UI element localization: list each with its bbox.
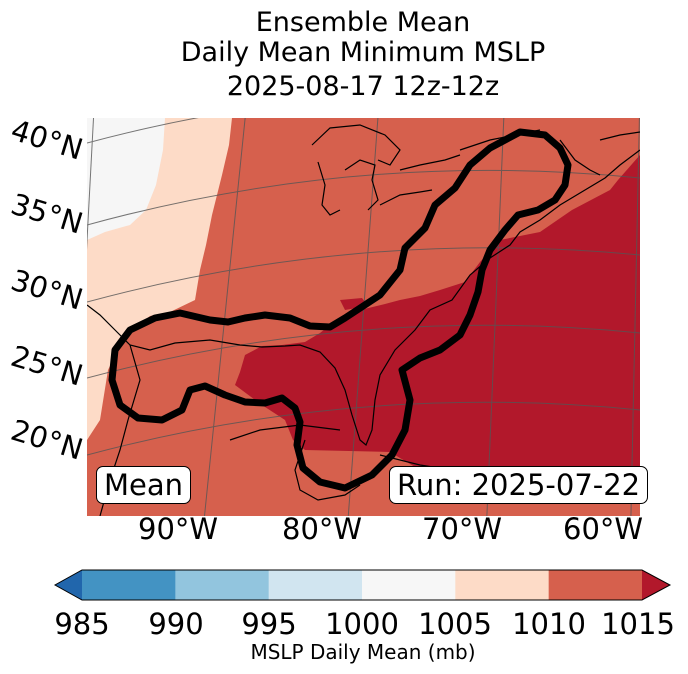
colorbar-tick-1005: 1005 [418, 607, 492, 641]
probability-contour [108, 128, 572, 492]
colorbar-bin-995-1000 [268, 570, 363, 600]
title-line-1: Ensemble Mean [255, 7, 471, 38]
colorbar-bin-1005-1010 [455, 570, 550, 600]
colorbar-tick-995: 995 [241, 607, 297, 641]
colorbar-tick-990: 990 [148, 607, 204, 641]
colorbar-tick-985: 985 [54, 607, 110, 641]
run-date-box: Run: 2025-07-22 [389, 466, 649, 504]
colorbar-tick-1010: 1010 [512, 607, 586, 641]
mean-label-box: Mean [96, 466, 192, 504]
title-line-3: 2025-08-17 12z-12z [226, 71, 500, 102]
colorbar-outline [53, 569, 672, 601]
lon-label-80w: 80°W [282, 512, 363, 546]
field-lt1000 [87, 118, 165, 240]
colorbar-bin-above-1015 [642, 570, 670, 600]
map-area [87, 118, 640, 516]
colorbar-bin-990-995 [175, 570, 270, 600]
lon-label-90w: 90°W [138, 512, 219, 546]
colorbar-bin-1000-1005 [362, 570, 456, 600]
colorbar-bin-1010-1015 [548, 570, 643, 600]
colorbar-bin-985-990 [82, 570, 176, 600]
colorbar-label: MSLP Daily Mean (mb) [250, 640, 476, 664]
lon-label-60w: 60°W [563, 512, 644, 546]
field-1015 [235, 155, 640, 500]
colorbar-tick-1015: 1015 [601, 607, 675, 641]
lon-label-70w: 70°W [422, 512, 503, 546]
title-line-2: Daily Mean Minimum MSLP [180, 37, 546, 68]
colorbar-tick-1000: 1000 [325, 607, 399, 641]
colorbar-bin-below-985 [55, 570, 82, 600]
